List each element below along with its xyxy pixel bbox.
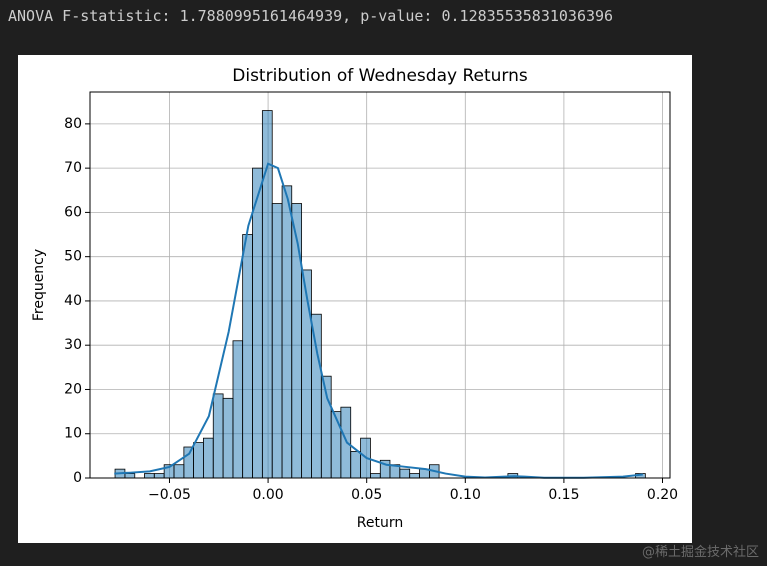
bar — [311, 313, 322, 479]
bar — [212, 393, 224, 479]
watermark: @稀土掘金技术社区 — [641, 545, 759, 560]
y-tick-label: 20 — [64, 381, 82, 397]
bar — [202, 437, 214, 479]
bar — [301, 269, 312, 479]
x-axis-label: Return — [357, 515, 403, 531]
x-tick-label: 0.15 — [548, 487, 579, 503]
bar — [281, 185, 293, 479]
y-tick-label: 10 — [64, 426, 82, 442]
bar — [271, 203, 283, 479]
bar — [144, 473, 155, 479]
bar — [252, 167, 263, 479]
y-tick-label: 50 — [64, 249, 82, 265]
bar — [193, 442, 204, 479]
axes-frame — [89, 91, 671, 479]
output-text: ANOVA F-statistic: 1.7880995161464939, p… — [8, 7, 614, 25]
bar — [222, 397, 234, 479]
bar — [232, 340, 244, 479]
bar — [153, 473, 165, 479]
bar — [350, 451, 361, 479]
y-tick-label: 70 — [64, 160, 82, 176]
chart: Distribution of Wednesday Returns Return… — [18, 55, 692, 543]
x-tick-label: 0.20 — [647, 487, 678, 503]
bar — [330, 411, 342, 479]
bar — [399, 468, 411, 479]
bar — [409, 473, 420, 479]
bar — [183, 446, 194, 479]
bar — [124, 473, 136, 479]
x-tick-label: 0.10 — [450, 487, 481, 503]
x-tick-label: 0.00 — [252, 487, 283, 503]
y-tick-label: 60 — [64, 204, 82, 220]
x-tick-label: −0.05 — [148, 487, 191, 503]
bar — [242, 234, 253, 479]
bar — [340, 406, 352, 479]
y-tick-label: 80 — [64, 116, 82, 132]
bar — [370, 473, 381, 479]
y-axis-label: Frequency — [31, 249, 47, 321]
x-tick-label: 0.05 — [351, 487, 382, 503]
y-tick-label: 30 — [64, 337, 82, 353]
kde-line — [114, 162, 643, 479]
chart-title: Distribution of Wednesday Returns — [232, 66, 528, 86]
y-tick-label: 0 — [73, 470, 82, 486]
bar — [173, 464, 185, 479]
bar — [291, 203, 303, 479]
y-tick-label: 40 — [64, 293, 82, 309]
